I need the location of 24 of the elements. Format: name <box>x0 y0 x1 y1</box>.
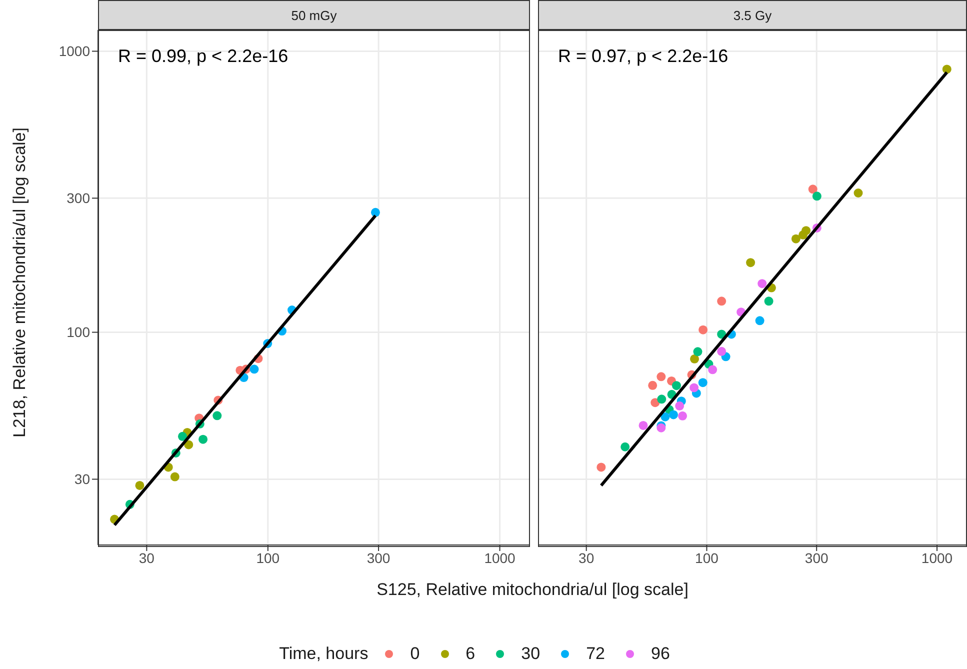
y-axis-title: L218, Relative mitochondria/ul [log scale] <box>10 128 30 438</box>
y-tick-label: 300 <box>66 190 90 206</box>
x-tick-label: 100 <box>695 550 719 566</box>
annotation: R = 0.97, p < 2.2e-16 <box>558 46 728 67</box>
y-tick-label: 1000 <box>58 43 90 60</box>
x-tick-label: 300 <box>366 550 390 566</box>
chart-title: 50 mGy <box>98 0 530 30</box>
legend-label: 30 <box>521 644 540 664</box>
x-tick-label: 300 <box>804 550 828 566</box>
legend-title: Time, hours <box>279 644 368 664</box>
x-tick-label: 30 <box>138 550 155 566</box>
chart-title: 3.5 Gy <box>538 0 967 30</box>
annotation: R = 0.99, p < 2.2e-16 <box>118 46 288 67</box>
legend-label: 72 <box>586 644 605 664</box>
x-tick-label: 1000 <box>921 550 953 566</box>
legend-label: 0 <box>410 644 420 664</box>
x-tick-label: 100 <box>256 550 280 566</box>
x-tick-label: 30 <box>578 550 594 566</box>
x-axis-title: S125, Relative mitochondria/ul [log scale] <box>376 580 690 600</box>
legend-label: 6 <box>466 644 476 664</box>
y-tick-label: 100 <box>66 324 90 340</box>
legend-label: 96 <box>650 644 670 664</box>
y-tick-label: 30 <box>74 471 90 488</box>
x-tick-label: 1000 <box>484 550 516 566</box>
